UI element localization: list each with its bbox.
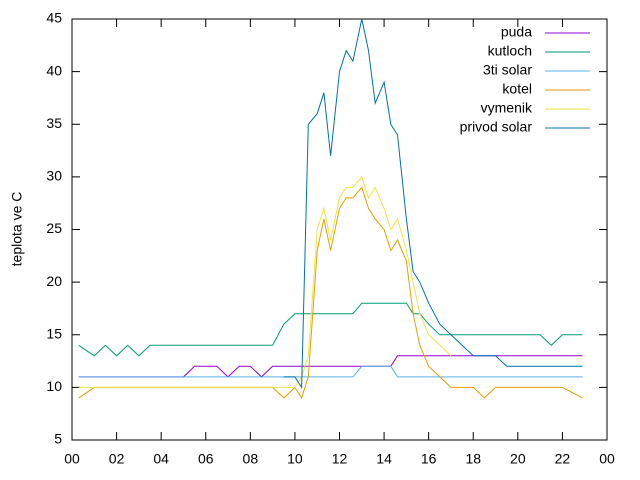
x-tick-label: 02 [109,451,125,467]
series-line [78,302,583,357]
y-tick-label: 20 [46,273,62,289]
x-tick-label: 10 [287,451,303,467]
y-axis-label: teplota ve C [9,192,25,267]
y-tick-label: 40 [46,62,62,78]
x-tick-label: 04 [153,451,169,467]
x-tick-label: 14 [376,451,392,467]
series-line [78,175,452,388]
x-tick-label: 18 [465,451,481,467]
y-tick-label: 45 [46,10,62,26]
y-tick-label: 30 [46,168,62,184]
legend-label: puda [501,24,532,40]
legend-label: kutloch [488,43,532,59]
legend-label: 3ti solar [483,62,532,78]
x-tick-label: 12 [332,451,348,467]
legend-label: privod solar [460,119,533,135]
y-tick-label: 25 [46,220,62,236]
x-tick-label: 00 [64,451,80,467]
x-tick-label: 00 [599,451,615,467]
y-tick-label: 10 [46,378,62,394]
series-line [283,18,583,390]
x-tick-label: 06 [198,451,214,467]
x-tick-label: 08 [243,451,259,467]
x-tick-label: 16 [421,451,437,467]
plot-frame [71,18,608,441]
legend-label: kotel [502,81,532,97]
x-tick-label: 22 [555,451,571,467]
y-tick-label: 5 [54,431,62,447]
x-tick-label: 20 [510,451,526,467]
legend-label: vymenik [481,100,533,116]
y-tick-label: 35 [46,115,62,131]
y-tick-label: 15 [46,325,62,341]
series-line [78,365,583,378]
